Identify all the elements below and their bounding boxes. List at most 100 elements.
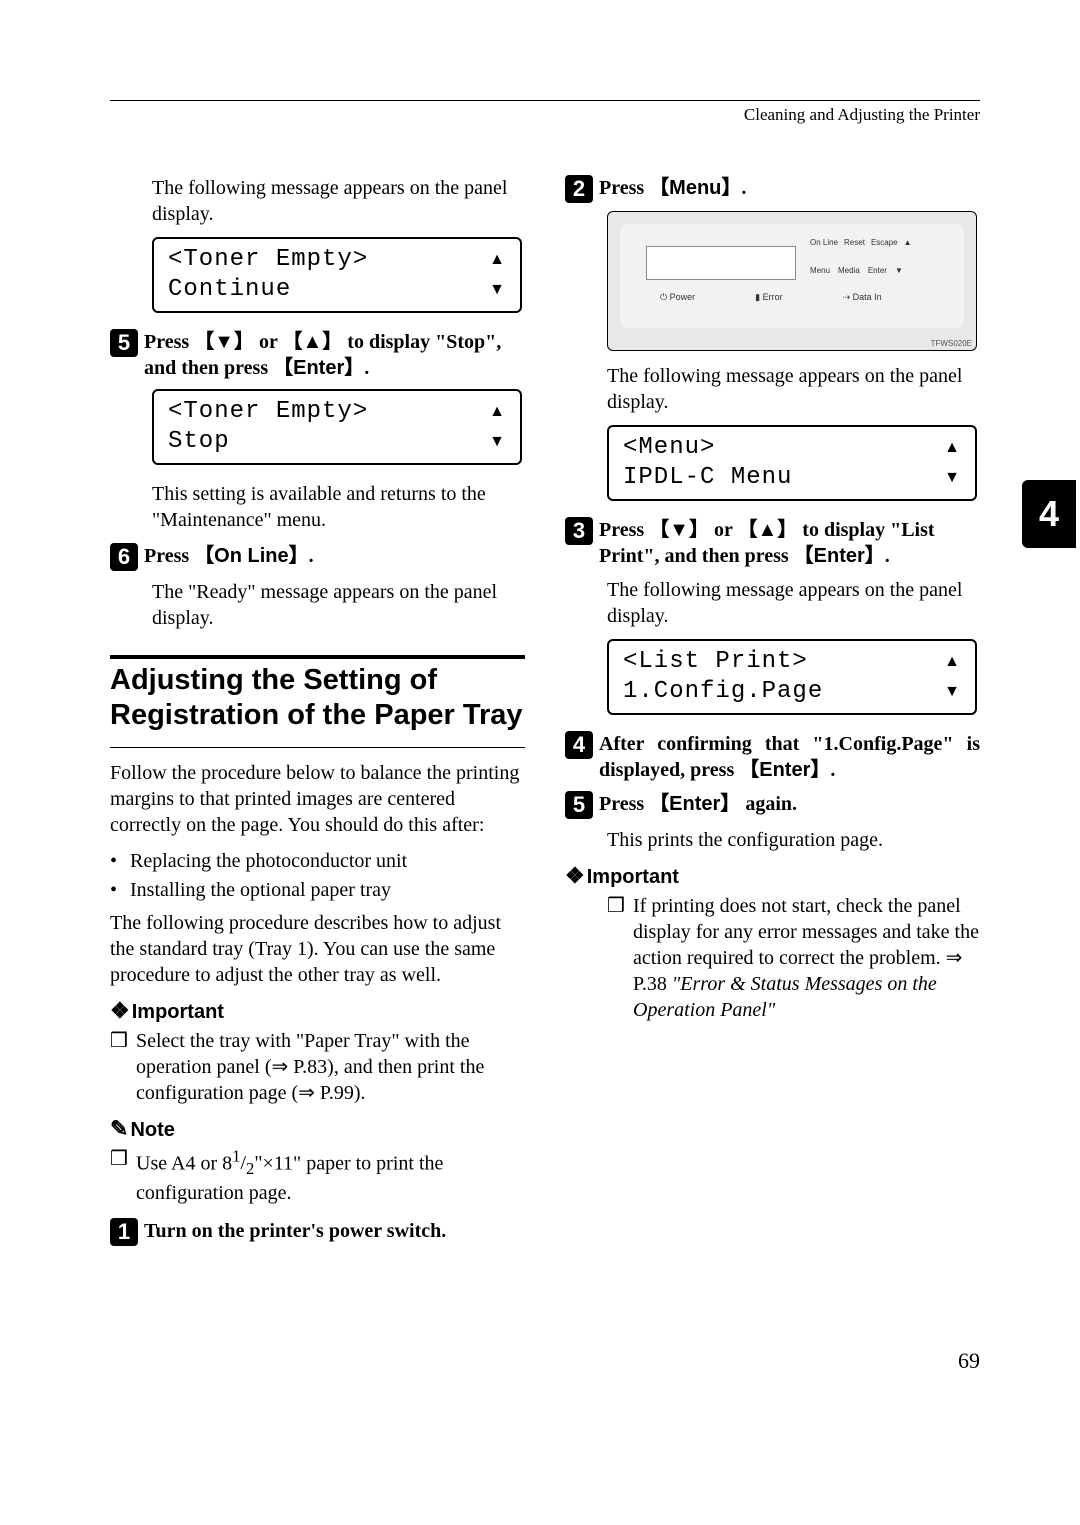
r3-k3: 【Enter】 <box>794 545 885 567</box>
step-5-right: 5 Press 【Enter】 again. <box>565 791 980 819</box>
printer-panel-diagram: On Line Reset Escape ▲ Menu Media Enter … <box>607 211 977 351</box>
lcd4-line1: <List Print> <box>623 647 808 677</box>
after-step3: The following message appears on the pan… <box>607 577 980 629</box>
step-6-left: 6 Press 【On Line】. <box>110 543 525 571</box>
para2: The following procedure describes how to… <box>110 910 525 988</box>
r4-k1: 【Enter】 <box>739 759 830 781</box>
r3-t1: Press <box>599 519 649 541</box>
r5-k1: 【Enter】 <box>649 793 740 815</box>
step-num-5r: 5 <box>565 791 593 819</box>
lcd-box-1: <Toner Empty>▲ Continue▼ <box>152 237 522 313</box>
header-rule <box>110 100 980 101</box>
chapter-tab: 4 <box>1022 480 1076 548</box>
para1: Follow the procedure below to balance th… <box>110 760 525 838</box>
s5-k1: 【▼】 <box>194 331 254 353</box>
important-head-right: ❖Important <box>565 863 980 889</box>
panel-led-label: ▮ Error <box>755 292 782 303</box>
r2-t2: . <box>741 177 746 199</box>
step-num-6: 6 <box>110 543 138 571</box>
important-text-left: Select the tray with "Paper Tray" with t… <box>136 1028 525 1106</box>
s5-k2: 【▲】 <box>283 331 343 353</box>
step-2-right: 2 Press 【Menu】. <box>565 175 980 203</box>
panel-row3: ⏻ Power ▮ Error ⇢ Data In <box>660 292 882 303</box>
s6-t1: Press <box>144 545 194 567</box>
r5-t2: again. <box>740 793 797 815</box>
right-column: 2 Press 【Menu】. On Line Reset Escape ▲ M… <box>565 175 980 1254</box>
s5-k3: 【Enter】 <box>273 357 364 379</box>
panel-btn: Escape <box>871 238 898 247</box>
step-num-4: 4 <box>565 731 593 759</box>
r3-t2: or <box>709 519 738 541</box>
left-intro: The following message appears on the pan… <box>152 175 525 227</box>
panel-screen <box>646 246 796 280</box>
step-num-1: 1 <box>110 1218 138 1246</box>
panel-btn: Enter <box>868 266 887 275</box>
s6-k1: 【On Line】 <box>194 545 308 567</box>
imp-r-b: "Error & Status Messages on the Operatio… <box>633 973 937 1021</box>
fraction: 1/2" <box>232 1152 262 1174</box>
r4-t2: . <box>830 759 835 781</box>
after-lcd2: This setting is available and returns to… <box>152 481 525 533</box>
r2-t1: Press <box>599 177 649 199</box>
note-a: Use A4 or 8 <box>136 1152 232 1174</box>
note-marker: ❒ <box>110 1146 136 1206</box>
r5-t1: Press <box>599 793 649 815</box>
left-column: The following message appears on the pan… <box>110 175 525 1254</box>
lcd-up: ▲ <box>489 402 506 422</box>
step-num-2: 2 <box>565 175 593 203</box>
step-4-right: 4 After confirming that "1.Config.Page" … <box>565 731 980 783</box>
note-marker: ❒ <box>110 1028 136 1106</box>
r3-k1: 【▼】 <box>649 519 709 541</box>
step-3-right: 3 Press 【▼】 or 【▲】 to display "List Prin… <box>565 517 980 569</box>
note-head-left: ✎Note <box>110 1116 525 1142</box>
lcd-box-2: <Toner Empty> ▲ Stop ▼ <box>152 389 522 465</box>
panel-row2: Menu Media Enter ▼ <box>810 266 903 275</box>
panel-row1: On Line Reset Escape ▲ <box>810 238 912 247</box>
panel-led-label: ⏻ Power <box>660 292 695 303</box>
step-num-3: 3 <box>565 517 593 545</box>
r2-k1: 【Menu】 <box>649 177 741 199</box>
r3-t4: . <box>885 545 890 567</box>
panel-btn: Reset <box>844 238 865 247</box>
section-rule-thin <box>110 747 525 748</box>
important-label: Important <box>132 1001 224 1023</box>
s5-t1: Press <box>144 331 194 353</box>
lcd3-line1: <Menu> <box>623 433 715 463</box>
bullet-list: •Replacing the photoconductor unit •Inst… <box>110 848 525 904</box>
lcd-up: ▲ <box>944 652 961 672</box>
lcd-box-3: <Menu>▲ IPDL-C Menu▼ <box>607 425 977 501</box>
s5-t4: . <box>364 357 369 379</box>
panel-btn: ▲ <box>904 238 912 247</box>
lcd3-line2: IPDL-C Menu <box>623 463 792 493</box>
bullet-dot: • <box>110 848 130 875</box>
lcd-down: ▼ <box>489 432 506 452</box>
lcd-down: ▼ <box>944 468 961 488</box>
s1-txt: Turn on the printer's power switch. <box>144 1220 446 1242</box>
lcd2-line2: Stop <box>168 427 230 457</box>
after-panel: The following message appears on the pan… <box>607 363 980 415</box>
lcd-down: ▼ <box>489 280 506 300</box>
r3-k2: 【▲】 <box>738 519 798 541</box>
lcd2-line1: <Toner Empty> <box>168 397 368 427</box>
s6-t2: . <box>309 545 314 567</box>
section-title: Adjusting the Setting of Registration of… <box>110 663 525 733</box>
lcd1-line1: <Toner Empty> <box>168 245 368 275</box>
lcd-up: ▲ <box>489 250 506 270</box>
panel-btn: On Line <box>810 238 838 247</box>
step-num-5: 5 <box>110 329 138 357</box>
important-text-right: If printing does not start, check the pa… <box>633 893 980 1023</box>
s5-t2: or <box>254 331 283 353</box>
note-text-left: Use A4 or 81/2"×11" paper to print the c… <box>136 1146 525 1206</box>
section-rule-thick <box>110 655 525 659</box>
after-step5-right: This prints the configuration page. <box>607 827 980 853</box>
lcd-down: ▼ <box>944 682 961 702</box>
note-label: Note <box>130 1119 174 1141</box>
running-header: Cleaning and Adjusting the Printer <box>110 105 980 125</box>
important-icon: ❖ <box>565 863 585 888</box>
page-number: 69 <box>958 1348 980 1374</box>
panel-btn: Menu <box>810 266 830 275</box>
bullet-dot: • <box>110 877 130 904</box>
bullet-2: Installing the optional paper tray <box>130 877 391 904</box>
after-step6: The "Ready" message appears on the panel… <box>152 579 525 631</box>
panel-btn: Media <box>838 266 860 275</box>
